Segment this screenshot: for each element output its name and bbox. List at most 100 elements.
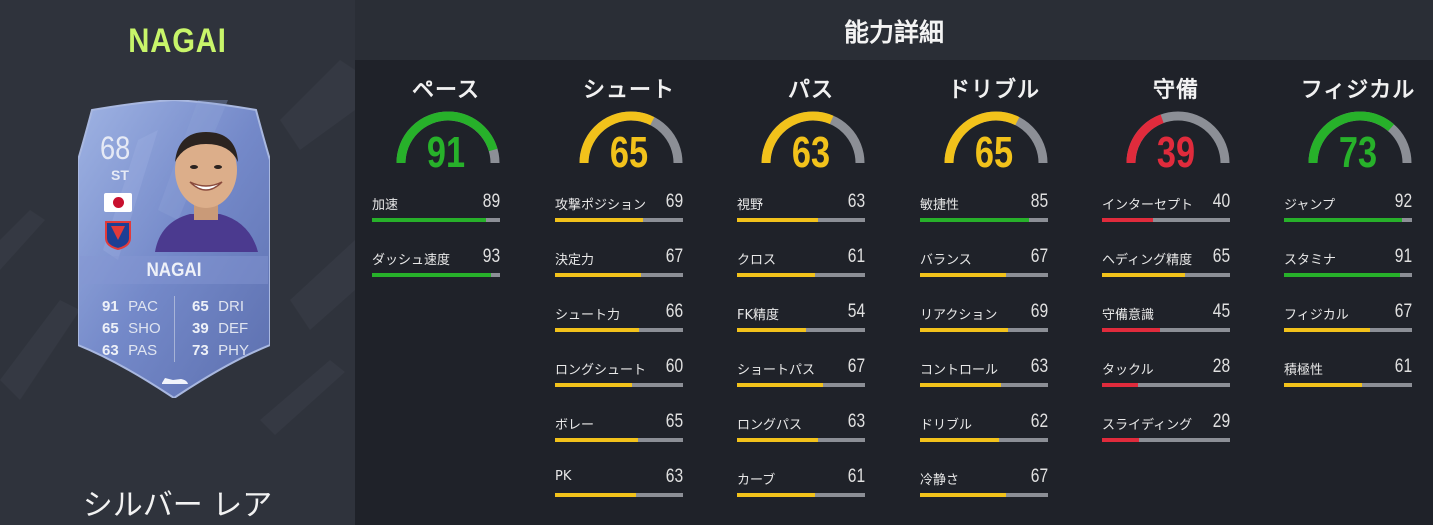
attribute-value: 54	[847, 301, 865, 322]
gauge-fill	[1308, 111, 1412, 164]
attribute-row: 守備意識 45	[1102, 301, 1230, 346]
attribute-value: 61	[847, 246, 865, 267]
gauge-value: 39	[1156, 128, 1196, 177]
attribute-row: 決定力 67	[555, 246, 683, 291]
attribute-row: バランス 67	[920, 246, 1048, 291]
attribute-bar-track	[1284, 383, 1412, 387]
category-defending: 守備 39 インターセプト 40 ヘディング精度 65 守備意識 45 タックル 28 スライディン…	[1088, 64, 1264, 525]
club-badge-icon	[105, 221, 131, 250]
attribute-value: 62	[1030, 411, 1048, 432]
attribute-bar-track	[920, 273, 1048, 277]
gauge-passing	[761, 111, 865, 164]
card-stat-divider	[174, 296, 175, 362]
attribute-bar-track	[737, 273, 865, 277]
gauge-physical	[1308, 111, 1412, 164]
attribute-label: ショートパス	[737, 363, 816, 378]
attribute-row: FK精度 54	[737, 301, 865, 346]
attribute-label: シュート力	[555, 308, 621, 323]
attribute-bar-fill	[1102, 328, 1160, 332]
attribute-label: PK	[555, 469, 572, 484]
category-title: シュート	[582, 78, 675, 103]
attribute-bar-track	[555, 218, 683, 222]
attribute-label: ジャンプ	[1284, 198, 1335, 213]
card-stat-sho: 65 SHO	[102, 320, 161, 337]
category-title: ペース	[412, 78, 480, 103]
attribute-bar-track	[555, 493, 683, 497]
gauge-fill	[944, 111, 1048, 164]
category-title: パス	[787, 78, 834, 103]
gauge-dribbling	[944, 111, 1048, 164]
attribute-bar-track	[920, 328, 1048, 332]
attribute-bar-track	[737, 438, 865, 442]
gauge-defending	[1126, 111, 1230, 164]
page-header: 能力詳細	[355, 0, 1433, 60]
category-dribbling: ドリブル 65 敏捷性 85 バランス 67 リアクション 69 コントロール 63 ドリブル 62 冷…	[906, 64, 1082, 525]
attribute-row: PK 63	[555, 466, 683, 511]
page-title: 能力詳細	[843, 18, 944, 47]
attribute-row: コントロール 63	[920, 356, 1048, 401]
gauge-value: 91	[426, 128, 466, 177]
attribute-row: 加速 89	[372, 191, 500, 236]
attribute-label: 守備意識	[1102, 308, 1155, 323]
attribute-bar-fill	[737, 493, 816, 497]
attribute-label: FK精度	[737, 308, 780, 323]
attribute-bar-track	[555, 438, 683, 442]
attribute-bar-fill	[1284, 218, 1402, 222]
attribute-value: 92	[1394, 191, 1412, 212]
attribute-label: 積極性	[1284, 363, 1324, 378]
attribute-label: 加速	[372, 198, 399, 213]
attribute-bar-fill	[372, 218, 486, 222]
gauge-fill	[1126, 111, 1230, 164]
attribute-bar-fill	[920, 383, 1001, 387]
attribute-label: カーブ	[737, 473, 776, 488]
attribute-value: 63	[665, 466, 683, 487]
attribute-value: 67	[1030, 246, 1048, 267]
attribute-value: 63	[847, 191, 865, 212]
attribute-bar-track	[737, 493, 865, 497]
attribute-bar-track	[1102, 273, 1230, 277]
attribute-bar-track	[737, 328, 865, 332]
attribute-bar-fill	[555, 273, 641, 277]
card-rarity: シルバー レア	[82, 488, 273, 523]
card-position: ST	[111, 167, 129, 183]
attribute-row: インターセプト 40	[1102, 191, 1230, 236]
player-card[interactable]: 68 ST NAGAI 91 PAC 65 SHO 63 PAS 65 DRI …	[78, 100, 270, 398]
attribute-row: カーブ 61	[737, 466, 865, 511]
card-stat-pas: 63 PAS	[102, 342, 158, 359]
attribute-row: ヘディング精度 65	[1102, 246, 1230, 291]
attribute-label: インターセプト	[1102, 198, 1194, 213]
background-pattern	[0, 60, 355, 435]
attribute-bar-fill	[1284, 273, 1401, 277]
category-shooting: シュート 65 攻撃ポジション 69 決定力 67 シュート力 66 ロングシュート 60 ボレー 6…	[541, 64, 717, 525]
attribute-bar-track	[555, 273, 683, 277]
attribute-bar-track	[737, 218, 865, 222]
category-pace: ペース 91 加速 89 ダッシュ速度 93	[358, 64, 534, 525]
attribute-row: フィジカル 67	[1284, 301, 1412, 346]
attribute-bar-track	[555, 383, 683, 387]
attribute-row: シュート力 66	[555, 301, 683, 346]
attribute-value: 93	[482, 246, 500, 267]
attribute-label: ダッシュ速度	[372, 253, 451, 268]
card-stat-def: 39 DEF	[192, 320, 249, 337]
attribute-value: 66	[665, 301, 683, 322]
gauge-fill	[761, 111, 865, 164]
attribute-bar-fill	[1102, 218, 1154, 222]
attribute-value: 61	[1394, 356, 1412, 377]
attribute-bar-track	[1102, 218, 1230, 222]
attribute-value: 28	[1212, 356, 1230, 377]
attribute-bar-fill	[737, 383, 823, 387]
gauge-value: 73	[1338, 128, 1378, 177]
attribute-bar-track	[1102, 383, 1230, 387]
attribute-value: 40	[1212, 191, 1230, 212]
attribute-bar-fill	[1102, 273, 1186, 277]
attribute-row: 積極性 61	[1284, 356, 1412, 401]
attribute-row: ボレー 65	[555, 411, 683, 456]
attribute-bar-track	[1102, 438, 1230, 442]
attribute-bar-track	[737, 383, 865, 387]
attribute-row: ドリブル 62	[920, 411, 1048, 456]
attribute-bar-fill	[1284, 328, 1370, 332]
attribute-value: 67	[847, 356, 865, 377]
attribute-label: ロングパス	[737, 418, 803, 433]
attribute-bar-fill	[737, 438, 818, 442]
attribute-label: ヘディング精度	[1102, 253, 1193, 268]
